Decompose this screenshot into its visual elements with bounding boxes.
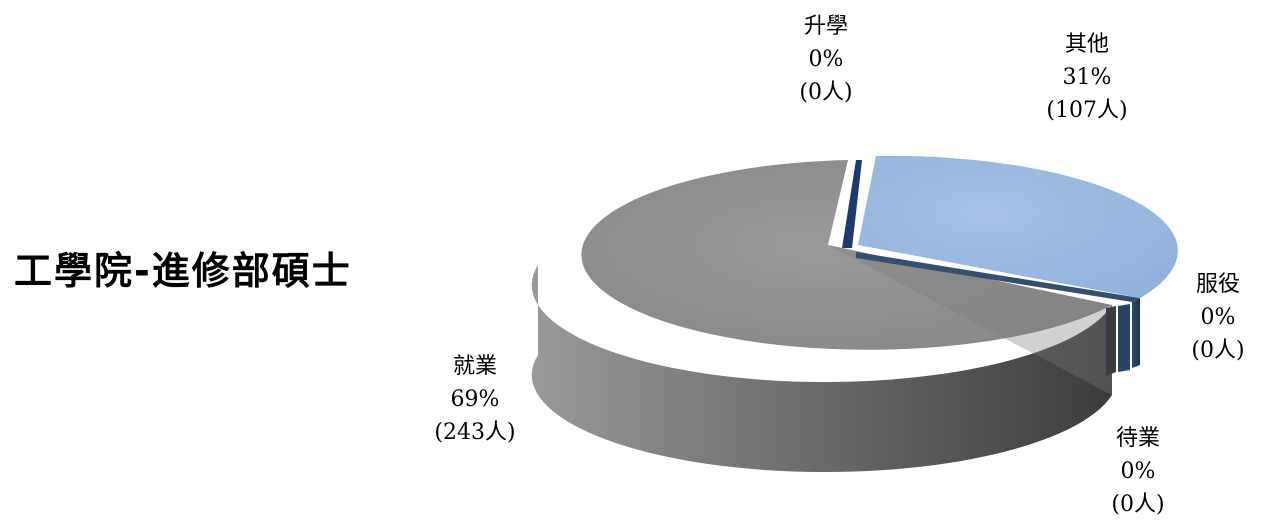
label-further-study: 升學 0% (0人) (776, 10, 876, 109)
slice-military-side (1118, 304, 1130, 372)
slice-employed-side (531, 265, 1112, 473)
slice-further-study (842, 160, 862, 248)
slice-other-side-inner (856, 252, 1140, 302)
label-waiting-percent: 0% (1120, 459, 1156, 484)
label-military-count: (0人) (1191, 338, 1245, 363)
label-employed-count: (243人) (434, 420, 516, 445)
slice-employed-edge (828, 245, 1112, 395)
label-waiting-name: 待業 (1115, 426, 1160, 451)
slice-further-study-top (842, 160, 862, 248)
label-further-study-name: 升學 (803, 14, 848, 39)
label-waiting-count: (0人) (1111, 492, 1165, 517)
slice-employed-top (581, 160, 1112, 350)
label-employed-percent: 69% (450, 387, 500, 412)
slice-military (1118, 304, 1130, 372)
label-military: 服役 0% (0人) (1168, 268, 1263, 367)
label-other: 其他 31% (107人) (1012, 28, 1162, 127)
label-other-percent: 31% (1062, 65, 1112, 90)
label-employed-name: 就業 (452, 354, 497, 379)
slice-other (856, 155, 1178, 368)
label-waiting: 待業 0% (0人) (1088, 422, 1188, 521)
label-further-study-count: (0人) (799, 80, 853, 105)
slice-employed (531, 160, 1112, 473)
label-further-study-percent: 0% (808, 47, 844, 72)
label-other-name: 其他 (1064, 32, 1109, 57)
slice-other-top (858, 155, 1178, 298)
slice-waiting (1106, 306, 1116, 376)
label-military-name: 服役 (1195, 272, 1240, 297)
slice-other-side (1132, 298, 1140, 368)
chart-title: 工學院-進修部碩士 (14, 249, 352, 293)
slice-waiting-side (1106, 306, 1116, 376)
label-military-percent: 0% (1200, 305, 1236, 330)
label-employed: 就業 69% (243人) (410, 350, 540, 449)
label-other-count: (107人) (1046, 98, 1128, 123)
